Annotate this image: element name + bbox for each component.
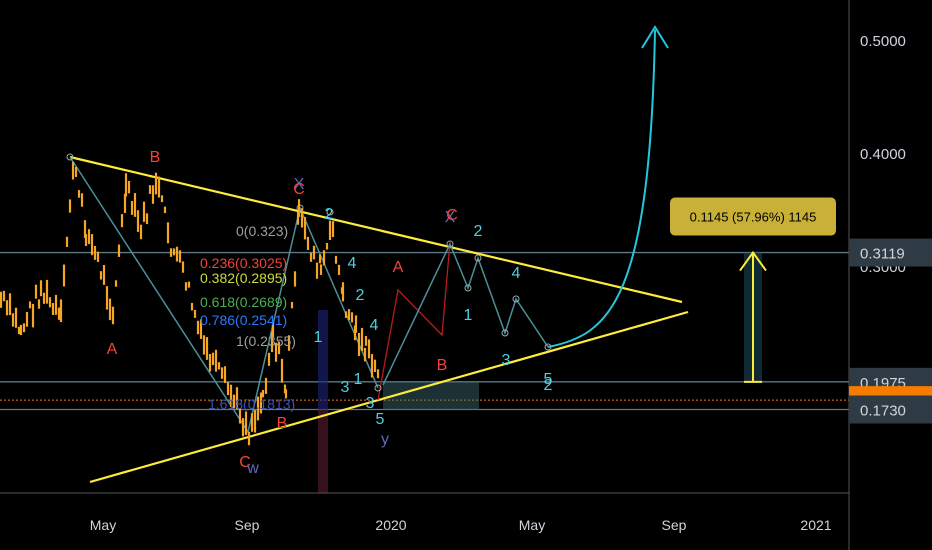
wave-label: C	[293, 181, 305, 198]
wave-label: 2	[356, 287, 365, 304]
volume-bar	[318, 310, 328, 493]
price-label-box	[849, 395, 932, 424]
wave-label: w	[246, 460, 259, 477]
x-axis[interactable]: May Sep 2020 May Sep 2021	[90, 517, 832, 533]
wave-label: B	[150, 149, 161, 166]
wave-label: B	[437, 357, 448, 374]
wave-label: 2	[325, 206, 334, 223]
wave-label: 3	[502, 352, 511, 369]
wave-label: A	[107, 341, 118, 358]
pivot-marker	[446, 240, 454, 248]
fib-level-label: 1.618(0.1813)	[208, 396, 295, 412]
wave-label: 4	[348, 255, 357, 272]
drawings-layer	[0, 25, 849, 493]
wave-label: 2	[544, 377, 553, 394]
lower-trendline	[89, 310, 689, 484]
pivot-marker	[501, 329, 509, 337]
upper-trendline	[69, 155, 683, 304]
wave-label: 1	[314, 329, 323, 346]
x-tick-label: Sep	[662, 517, 687, 533]
wave-label: 3	[366, 395, 375, 412]
measure-info-box	[670, 197, 836, 236]
price-candles	[0, 161, 380, 446]
target-zone	[383, 382, 479, 410]
measure-info-text: 0.1145 (57.96%) 1145	[690, 210, 817, 225]
wave-label: 3	[341, 379, 350, 396]
wave-label: 1	[464, 307, 473, 324]
wave-label: 2	[474, 223, 483, 240]
wave-label: X	[445, 209, 456, 226]
wave-label: 5	[544, 371, 553, 388]
projection-arrowhead	[641, 25, 669, 49]
pivot-marker	[464, 284, 472, 292]
x-tick-label: Sep	[235, 517, 260, 533]
fib-level-label: 0.236(0.3025)	[200, 255, 287, 271]
x-tick-label: May	[90, 517, 116, 533]
x-tick-label: May	[519, 517, 545, 533]
wave-label: B	[277, 415, 288, 432]
wave-label: 5	[376, 411, 385, 428]
wave-label: 4	[370, 317, 379, 334]
pivot-marker	[474, 254, 482, 262]
price-label-text: 0.3119	[860, 246, 905, 263]
y-tick-label: 0.5000	[860, 33, 906, 50]
wave-label: C	[446, 207, 458, 224]
abc-path	[377, 241, 451, 401]
wave-label: y	[381, 431, 389, 448]
wave-label: 1	[354, 371, 363, 388]
price-label-box	[849, 238, 932, 267]
wave-label: X	[294, 176, 305, 193]
pivot-marker	[544, 343, 552, 351]
projection-path	[382, 242, 549, 386]
measure-arrow-head	[739, 250, 767, 272]
pivot-marker	[66, 153, 74, 161]
wave-label: C	[239, 454, 251, 471]
y-tick-label: 0.4000	[860, 146, 906, 163]
fib-level-label: 0(0.323)	[236, 223, 288, 239]
pivot-marker	[374, 384, 382, 392]
wave-label: A	[393, 259, 404, 276]
fib-level-label: 0.382(0.2895)	[200, 270, 287, 286]
wave-label: 4	[512, 265, 521, 282]
price-label-text: 0.1730	[860, 403, 906, 420]
x-tick-label: 2021	[800, 517, 831, 533]
x-tick-label: 2020	[375, 517, 406, 533]
fib-level-label: 1(0.2355)	[236, 333, 296, 349]
fib-level-label: 0.786(0.2541)	[200, 312, 287, 328]
wave-path	[69, 156, 379, 434]
fib-level-label: 0.618(0.2689)	[200, 294, 287, 310]
measure-tool[interactable]: 0.1145 (57.96%) 1145	[670, 197, 836, 383]
volume-bar	[318, 410, 328, 493]
pivot-marker	[326, 208, 334, 216]
pivot-marker	[512, 295, 520, 303]
projection-curve	[547, 29, 656, 348]
